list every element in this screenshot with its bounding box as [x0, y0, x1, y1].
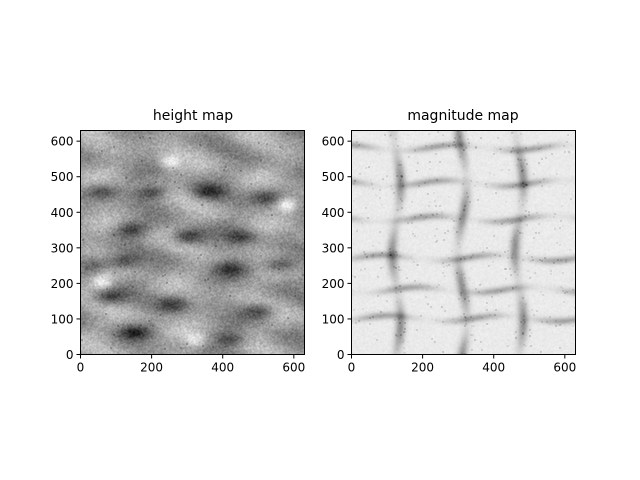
height-map-image — [80, 130, 305, 355]
height-map-xtick-label: 400 — [211, 361, 234, 375]
magnitude-map-xtick-label: 400 — [482, 361, 505, 375]
magnitude-map-ytick-label: 100 — [322, 312, 345, 326]
chart-title-magnitude-map: magnitude map — [407, 108, 518, 124]
magnitude-map-frame — [351, 130, 576, 355]
height-map-ytick-label: 600 — [51, 135, 74, 149]
magnitude-map-ytick-label: 200 — [322, 277, 345, 291]
height-map-ytick-label: 0 — [66, 348, 74, 362]
height-map-xtick-label: 600 — [282, 361, 305, 375]
magnitude-map-ytick-label: 600 — [322, 135, 345, 149]
magnitude-map-ytick-label: 500 — [322, 170, 345, 184]
height-map-axes: 0 200 400 600 0 100 200 300 400 500 600 — [51, 135, 306, 375]
magnitude-map-image — [351, 130, 576, 355]
magnitude-map-ytick-label: 400 — [322, 206, 345, 220]
chart-title-height-map: height map — [153, 108, 233, 124]
height-map-chart: height map 0 200 400 600 0 100 200 300 400 500 600 — [51, 108, 306, 375]
magnitude-map-ytick-label: 0 — [337, 348, 345, 362]
height-map-ytick-label: 400 — [51, 206, 74, 220]
magnitude-map-xtick-label: 600 — [553, 361, 576, 375]
height-map-ytick-label: 500 — [51, 170, 74, 184]
height-map-frame — [80, 130, 305, 355]
height-map-ytick-label: 100 — [51, 312, 74, 326]
height-map-ytick-label: 300 — [51, 241, 74, 255]
height-map-xtick-label: 0 — [77, 361, 85, 375]
height-map-xtick-label: 200 — [140, 361, 163, 375]
height-map-ytick-label: 200 — [51, 277, 74, 291]
magnitude-map-axes: 0 200 400 600 0 100 200 300 400 500 600 — [322, 135, 577, 375]
magnitude-map-xtick-label: 200 — [411, 361, 434, 375]
magnitude-map-ytick-label: 300 — [322, 241, 345, 255]
magnitude-map-xtick-label: 0 — [348, 361, 356, 375]
magnitude-map-chart: magnitude map 0 200 400 600 0 100 200 300 400 500… — [322, 108, 577, 375]
